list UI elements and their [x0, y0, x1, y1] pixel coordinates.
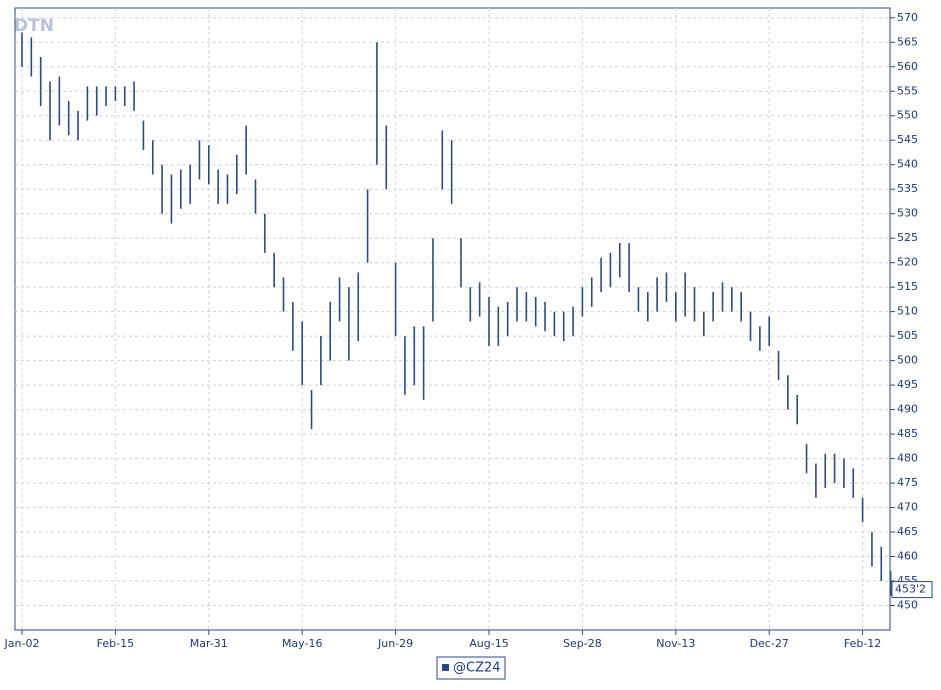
legend-label: @CZ24 — [453, 661, 501, 676]
y-tick-label: 470 — [897, 501, 918, 514]
y-tick-label: 465 — [897, 525, 918, 538]
x-tick-label: Mar-31 — [190, 637, 228, 650]
y-tick-label: 520 — [897, 256, 918, 269]
x-tick-label: Jan-02 — [4, 637, 40, 650]
last-price-label: 453'2 — [895, 583, 926, 596]
x-tick-label: Feb-12 — [844, 637, 881, 650]
y-tick-label: 570 — [897, 11, 918, 24]
y-tick-label: 480 — [897, 452, 918, 465]
y-tick-label: 460 — [897, 550, 918, 563]
y-tick-label: 560 — [897, 60, 918, 73]
legend-swatch — [442, 664, 449, 671]
y-tick-label: 535 — [897, 182, 918, 195]
x-tick-label: Aug-15 — [469, 637, 508, 650]
y-tick-label: 485 — [897, 427, 918, 440]
y-tick-label: 555 — [897, 84, 918, 97]
plot-frame — [14, 7, 891, 631]
y-tick-label: 550 — [897, 109, 918, 122]
y-tick-label: 515 — [897, 280, 918, 293]
y-tick-label: 475 — [897, 476, 918, 489]
y-tick-label: 545 — [897, 133, 918, 146]
x-tick-label: May-16 — [282, 637, 323, 650]
y-tick-label: 525 — [897, 231, 918, 244]
x-tick-label: Jun-29 — [377, 637, 413, 650]
y-tick-label: 510 — [897, 305, 918, 318]
x-tick-label: Feb-15 — [97, 637, 134, 650]
y-tick-label: 530 — [897, 207, 918, 220]
x-tick-label: Nov-13 — [656, 637, 695, 650]
y-tick-label: 540 — [897, 158, 918, 171]
logo: DTN — [14, 16, 54, 36]
y-tick-label: 450 — [897, 599, 918, 612]
y-tick-label: 500 — [897, 354, 918, 367]
x-tick-label: Sep-28 — [563, 637, 602, 650]
y-tick-label: 490 — [897, 403, 918, 416]
legend-box — [436, 656, 506, 680]
x-tick-label: Dec-27 — [750, 637, 789, 650]
last-price-box — [891, 581, 933, 599]
y-tick-label: 505 — [897, 329, 918, 342]
y-tick-label: 565 — [897, 35, 918, 48]
y-tick-label: 495 — [897, 378, 918, 391]
